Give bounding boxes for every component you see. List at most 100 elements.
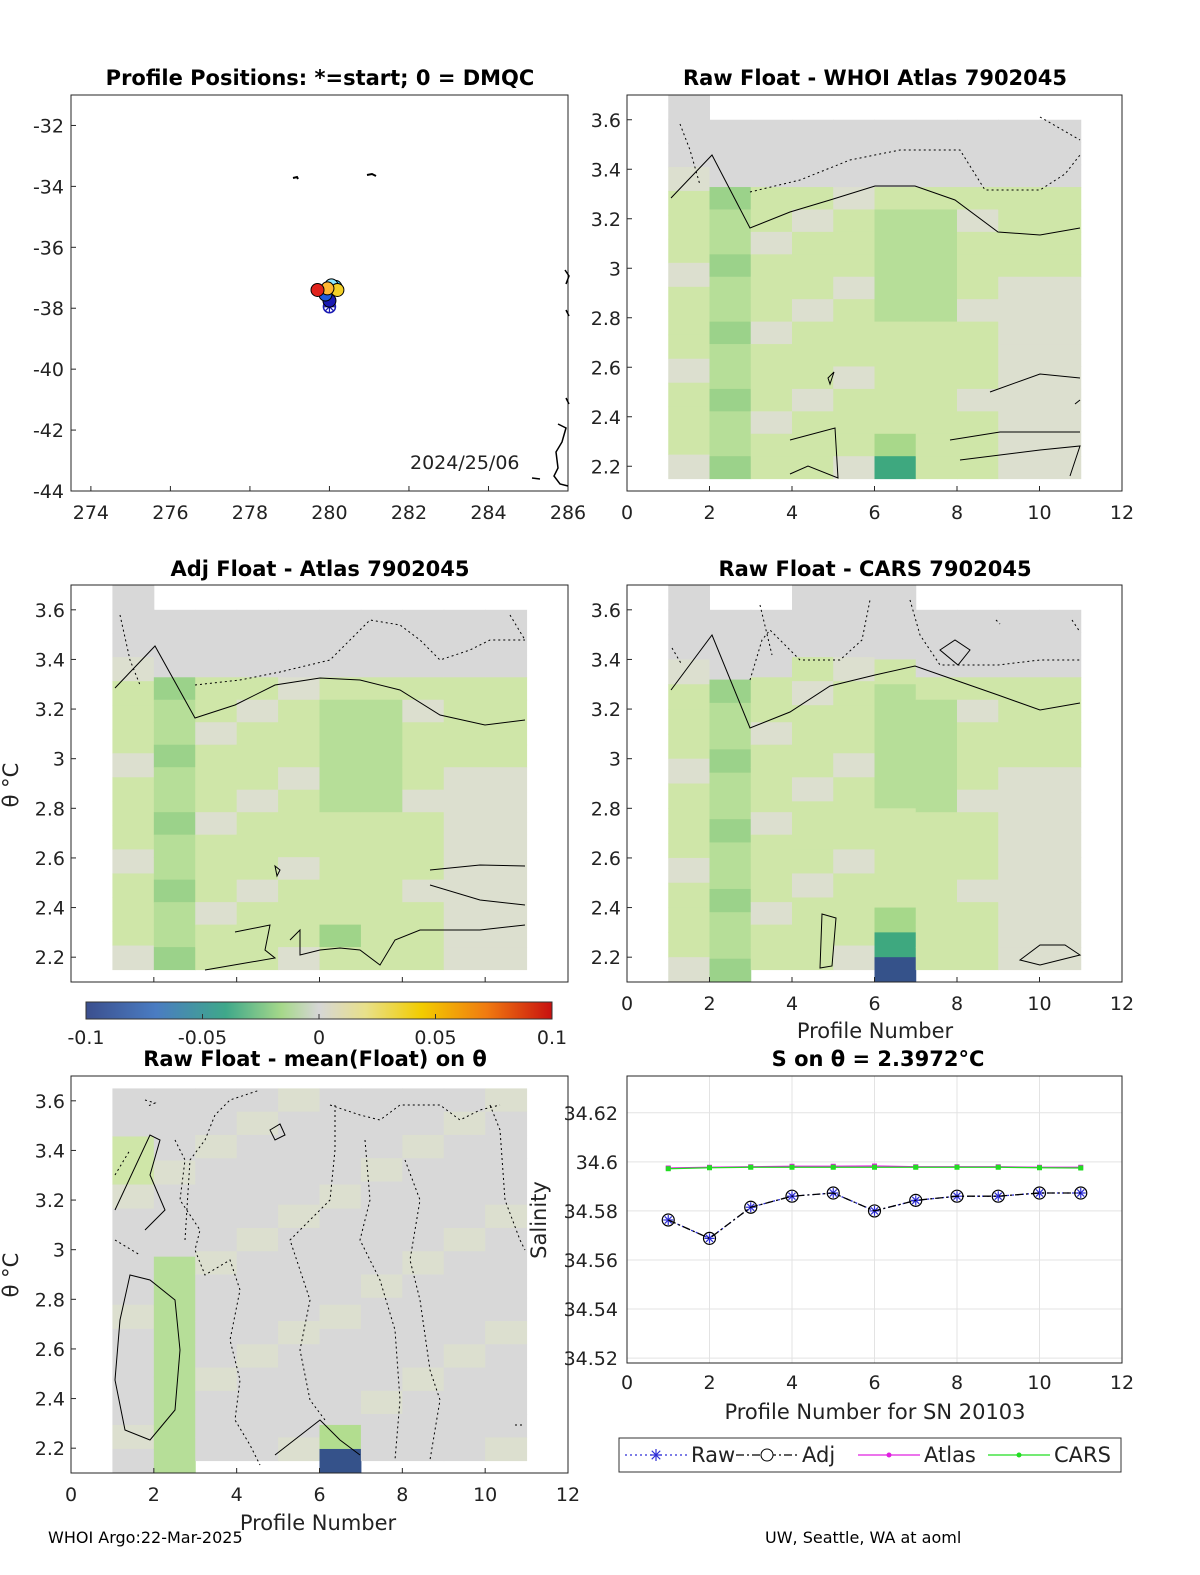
heatmap-cell <box>360 1111 403 1136</box>
heatmap-cell <box>957 366 999 390</box>
y-tick-label: 34.62 <box>564 1103 618 1125</box>
heatmap-cell <box>319 609 362 633</box>
x-tick-label: 6 <box>868 1372 880 1394</box>
y-tick-label: -44 <box>33 481 64 503</box>
heatmap-cell <box>998 187 1040 210</box>
heatmap-cell <box>750 857 793 881</box>
heatmap-cell <box>750 142 793 166</box>
heatmap-cell <box>402 1437 445 1462</box>
heatmap-cell <box>236 744 279 768</box>
heatmap-cell <box>443 722 486 746</box>
heatmap-cell <box>915 632 958 656</box>
heatmap-cell <box>195 1227 238 1252</box>
heatmap-cell <box>750 902 793 926</box>
heatmap-cell <box>236 1251 279 1275</box>
heatmap-cell <box>485 1111 528 1136</box>
series-point-cars <box>707 1165 712 1171</box>
heatmap-cell <box>957 187 999 210</box>
heatmap-cell <box>750 388 793 412</box>
heatmap-cell <box>998 142 1040 166</box>
series-point-cars <box>913 1164 919 1170</box>
heatmap-cell <box>443 1344 486 1369</box>
raw-cars-axes: 0 2 4 6 8 10 12 2.2 2.4 2.6 2.8 3 3.2 3.4 3.6 <box>591 600 1134 1015</box>
heatmap-cell <box>319 812 362 836</box>
heatmap-cell <box>485 1274 528 1299</box>
heatmap-cell <box>195 1158 238 1182</box>
heatmap-cell <box>112 1304 155 1330</box>
heatmap-cell <box>998 456 1040 480</box>
heatmap-cell <box>998 677 1040 701</box>
heatmap-cell <box>360 1297 403 1322</box>
heatmap-cell <box>957 654 999 678</box>
x-tick-label: 4 <box>786 502 798 524</box>
heatmap-cell <box>443 812 486 836</box>
heatmap-cell <box>957 119 999 143</box>
heatmap-cell <box>709 912 752 936</box>
heatmap-cell <box>915 366 958 390</box>
heatmap-cell <box>957 947 999 971</box>
heatmap-cell <box>360 924 403 948</box>
heatmap-cell <box>957 789 999 813</box>
heatmap-cell <box>915 812 958 836</box>
heatmap-cell <box>236 1204 279 1229</box>
heatmap-cell <box>195 1321 238 1345</box>
heatmap-cell <box>709 276 752 300</box>
heatmap-cell <box>195 1344 238 1369</box>
heatmap-cell <box>443 857 486 881</box>
heatmap-cell <box>668 882 710 909</box>
heatmap-cell <box>278 789 320 813</box>
heatmap-cell <box>402 722 445 746</box>
heatmap-cell <box>792 609 834 634</box>
heatmap-cell <box>319 1376 362 1402</box>
heatmap-cell <box>957 722 999 746</box>
heatmap-cell <box>195 924 238 948</box>
heatmap-cell <box>278 632 320 656</box>
heatmap-cell <box>443 1274 486 1299</box>
heatmap-cell <box>112 897 155 923</box>
raw-cars-heatmap <box>668 585 1082 983</box>
x-tick-label: 8 <box>951 502 963 524</box>
heatmap-cell <box>485 789 528 813</box>
heatmap-cell <box>236 699 279 723</box>
heatmap-cell <box>319 744 362 768</box>
series-point-cars <box>748 1164 754 1170</box>
heatmap-cell <box>833 609 875 634</box>
heatmap-cell <box>915 654 958 678</box>
heatmap-cell <box>443 789 486 813</box>
heatmap-cell <box>915 677 958 701</box>
raw-atlas-axes: 0 2 4 6 8 10 12 2.2 2.4 2.6 2.8 3 3.2 3.4 3.6 <box>591 110 1134 524</box>
heatmap-cell <box>319 947 362 971</box>
raw-mean-xlabel: Profile Number <box>240 1511 397 1535</box>
heatmap-cell <box>236 1134 279 1159</box>
heatmap-cell <box>915 456 958 480</box>
heatmap-cell <box>153 699 196 723</box>
heatmap-cell <box>360 1158 403 1182</box>
heatmap-cell <box>360 1321 403 1345</box>
heatmap-cell <box>153 1376 196 1402</box>
series-point-cars <box>995 1164 1001 1170</box>
x-tick-label: 6 <box>868 993 880 1015</box>
y-tick-label: 3.6 <box>591 600 621 622</box>
heatmap-cell <box>668 214 710 240</box>
heatmap-cell <box>915 164 958 188</box>
heatmap-cell <box>833 187 875 210</box>
x-tick-label: 6 <box>313 1484 325 1506</box>
profile-markers <box>310 278 345 314</box>
heatmap-cell <box>319 1184 362 1210</box>
heatmap-cell <box>360 834 403 858</box>
coastline <box>531 477 541 480</box>
heatmap-cell <box>915 433 958 457</box>
heatmap-cell <box>112 945 155 971</box>
heatmap-cell <box>915 142 958 166</box>
heatmap-cell <box>750 812 793 836</box>
heatmap-cell <box>236 1297 279 1322</box>
heatmap-cell <box>195 1367 238 1392</box>
heatmap-cell <box>278 857 320 881</box>
heatmap-cell <box>833 729 875 754</box>
contour-line <box>819 639 1082 969</box>
heatmap-cell <box>915 321 958 345</box>
contour-line <box>789 371 1081 479</box>
heatmap-cell <box>360 767 403 791</box>
y-tick-label: 2.2 <box>591 947 621 969</box>
heatmap-cell <box>112 681 155 706</box>
